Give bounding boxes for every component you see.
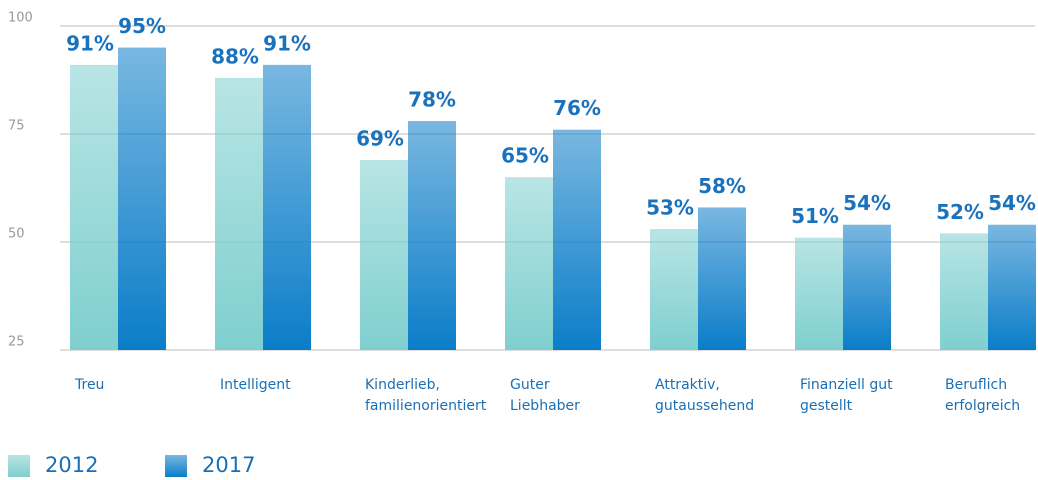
x-tick-line: Liebhaber	[510, 398, 580, 414]
bar	[360, 159, 408, 350]
x-tick-label: Kinderlieb, familienorientiert	[365, 377, 487, 414]
y-tick-label: 50	[8, 227, 25, 242]
x-tick-label: Attraktiv, gutaussehend	[655, 377, 754, 414]
value-label: 95%	[118, 14, 166, 38]
bar	[215, 77, 263, 350]
y-tick-label: 75	[8, 119, 25, 134]
value-label: 78%	[408, 88, 456, 112]
legend-label: 2017	[202, 453, 255, 477]
x-tick-line: erfolgreich	[945, 398, 1020, 414]
value-label: 53%	[646, 196, 694, 220]
value-label: 91%	[263, 31, 311, 55]
x-tick-label: Treu	[74, 377, 104, 393]
x-tick-label: Intelligent	[220, 377, 291, 393]
value-label: 91%	[66, 31, 114, 55]
value-label: 76%	[553, 96, 601, 120]
x-tick-line: Guter	[510, 377, 550, 393]
value-label: 88%	[211, 44, 259, 68]
x-tick-line: Attraktiv,	[655, 377, 720, 393]
value-label: 54%	[988, 191, 1036, 215]
x-tick-label: Finanziell gut gestellt	[800, 377, 893, 414]
x-tick-line: Intelligent	[220, 377, 291, 393]
bar	[263, 64, 311, 350]
x-tick-line: Kinderlieb,	[365, 377, 440, 393]
bar	[650, 229, 698, 350]
x-tick-line: Finanziell gut	[800, 377, 893, 393]
x-tick-label: Beruflich erfolgreich	[945, 377, 1020, 414]
legend-swatch	[165, 455, 187, 477]
value-label: 51%	[791, 204, 839, 228]
bar	[698, 207, 746, 350]
bar	[408, 121, 456, 350]
value-label: 65%	[501, 144, 549, 168]
legend-swatch	[8, 455, 30, 477]
x-tick-line: gutaussehend	[655, 398, 754, 414]
bar	[988, 224, 1036, 350]
value-label: 54%	[843, 191, 891, 215]
y-tick-label: 25	[8, 335, 25, 350]
legend-label: 2012	[45, 453, 98, 477]
bar	[70, 64, 118, 350]
x-tick-line: Beruflich	[945, 377, 1007, 393]
bar	[795, 237, 843, 350]
value-label: 58%	[698, 174, 746, 198]
x-tick-label: Guter Liebhaber	[510, 377, 580, 414]
y-tick-label: 100	[8, 11, 33, 26]
bar	[118, 47, 166, 350]
bar	[843, 224, 891, 350]
bar	[940, 233, 988, 350]
bar	[505, 177, 553, 350]
value-label: 52%	[936, 200, 984, 224]
bar	[553, 129, 601, 350]
x-tick-line: gestellt	[800, 398, 853, 414]
x-tick-line: familienorientiert	[365, 398, 487, 414]
x-tick-line: Treu	[74, 377, 104, 393]
value-label: 69%	[356, 126, 404, 150]
